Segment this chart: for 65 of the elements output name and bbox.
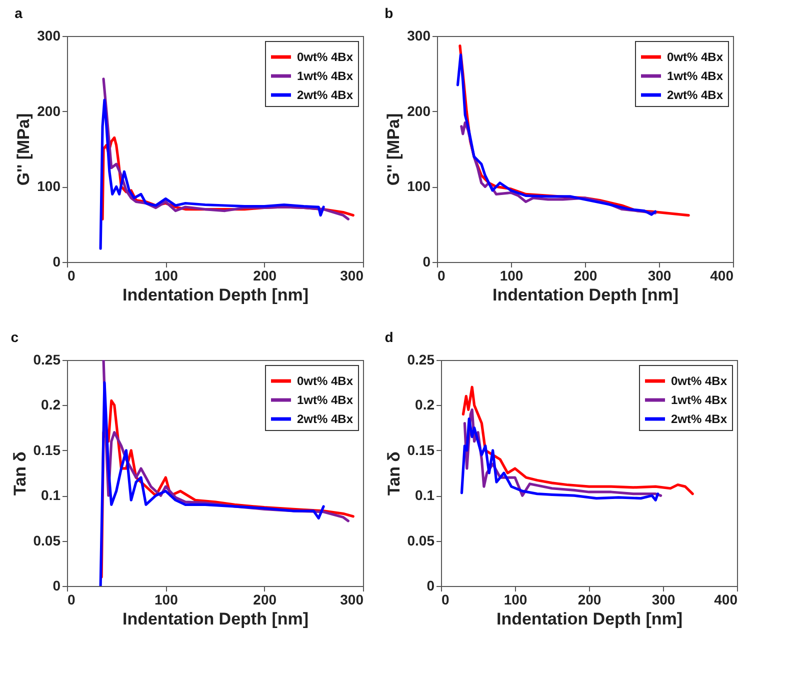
y-tick-label: 0.1	[41, 487, 61, 504]
x-tick-label: 300	[648, 268, 672, 284]
x-tick-label: 200	[253, 268, 277, 284]
y-tick-label: 100	[407, 178, 431, 194]
legend-label: 0wt% 4Bx	[297, 50, 354, 64]
y-tick-label: 200	[37, 102, 61, 119]
x-tick-label: 100	[154, 592, 178, 608]
y-tick-label: 0.2	[41, 396, 61, 413]
line-series	[99, 98, 325, 250]
y-axis-title: G'' [MPa]	[384, 113, 404, 186]
legend-label: 2wt% 4Bx	[671, 412, 728, 426]
y-axis-title: Tan δ	[384, 452, 404, 496]
legend-label: 1wt% 4Bx	[297, 69, 354, 83]
x-tick-label: 100	[500, 268, 524, 284]
x-tick-label: 0	[68, 268, 76, 284]
x-tick-label: 200	[574, 268, 598, 284]
y-axis-title: Tan δ	[10, 452, 30, 496]
y-tick-label: 0	[422, 254, 431, 270]
y-tick-label: 0	[52, 254, 61, 270]
x-tick-label: 0	[438, 268, 446, 284]
x-tick-label: 0	[68, 592, 76, 608]
y-tick-label: 0.05	[407, 532, 435, 548]
y-tick-label: 0	[426, 578, 435, 594]
x-tick-label: 400	[710, 268, 734, 284]
x-axis-title: Indentation Depth [nm]	[496, 610, 683, 628]
y-tick-label: 200	[407, 102, 431, 119]
x-tick-label: 400	[714, 592, 738, 608]
chart-title: a	[14, 5, 23, 21]
x-tick-label: 200	[253, 592, 277, 608]
y-tick-label: 300	[37, 28, 61, 44]
legend-label: 1wt% 4Bx	[671, 393, 728, 407]
legend-label: 1wt% 4Bx	[667, 69, 724, 83]
y-tick-label: 100	[37, 178, 61, 194]
x-axis-title: Indentation Depth [nm]	[492, 286, 679, 304]
x-axis-title: Indentation Depth [nm]	[122, 286, 309, 304]
y-tick-label: 0.2	[415, 396, 435, 413]
chart-title: b	[384, 5, 394, 21]
x-tick-label: 200	[578, 592, 602, 608]
legend-label: 2wt% 4Bx	[667, 88, 724, 102]
legend-label: 0wt% 4Bx	[297, 374, 354, 388]
y-tick-label: 300	[407, 28, 431, 44]
line-series	[460, 417, 660, 502]
y-tick-label: 0.05	[33, 532, 61, 548]
x-tick-label: 100	[504, 592, 528, 608]
x-tick-label: 300	[652, 592, 676, 608]
y-tick-label: 0.1	[415, 487, 435, 504]
y-tick-label: 0.15	[407, 442, 435, 458]
chart-title: d	[384, 329, 394, 345]
x-tick-label: 0	[442, 592, 450, 608]
chart-title: c	[10, 329, 19, 345]
legend-label: 0wt% 4Bx	[667, 50, 724, 64]
x-tick-label: 300	[340, 592, 364, 608]
legend-label: 0wt% 4Bx	[671, 374, 728, 388]
x-axis-title: Indentation Depth [nm]	[122, 610, 309, 628]
legend-label: 2wt% 4Bx	[297, 412, 354, 426]
y-tick-label: 0.25	[407, 352, 435, 368]
y-tick-label: 0.15	[33, 442, 61, 458]
x-tick-label: 100	[154, 268, 178, 284]
y-tick-label: 0	[52, 578, 61, 594]
y-tick-label: 0.25	[33, 352, 61, 368]
y-axis-title: G'' [MPa]	[14, 113, 34, 186]
x-tick-label: 300	[340, 268, 364, 284]
legend-label: 1wt% 4Bx	[297, 393, 354, 407]
line-series	[456, 54, 657, 216]
legend-label: 2wt% 4Bx	[297, 88, 354, 102]
